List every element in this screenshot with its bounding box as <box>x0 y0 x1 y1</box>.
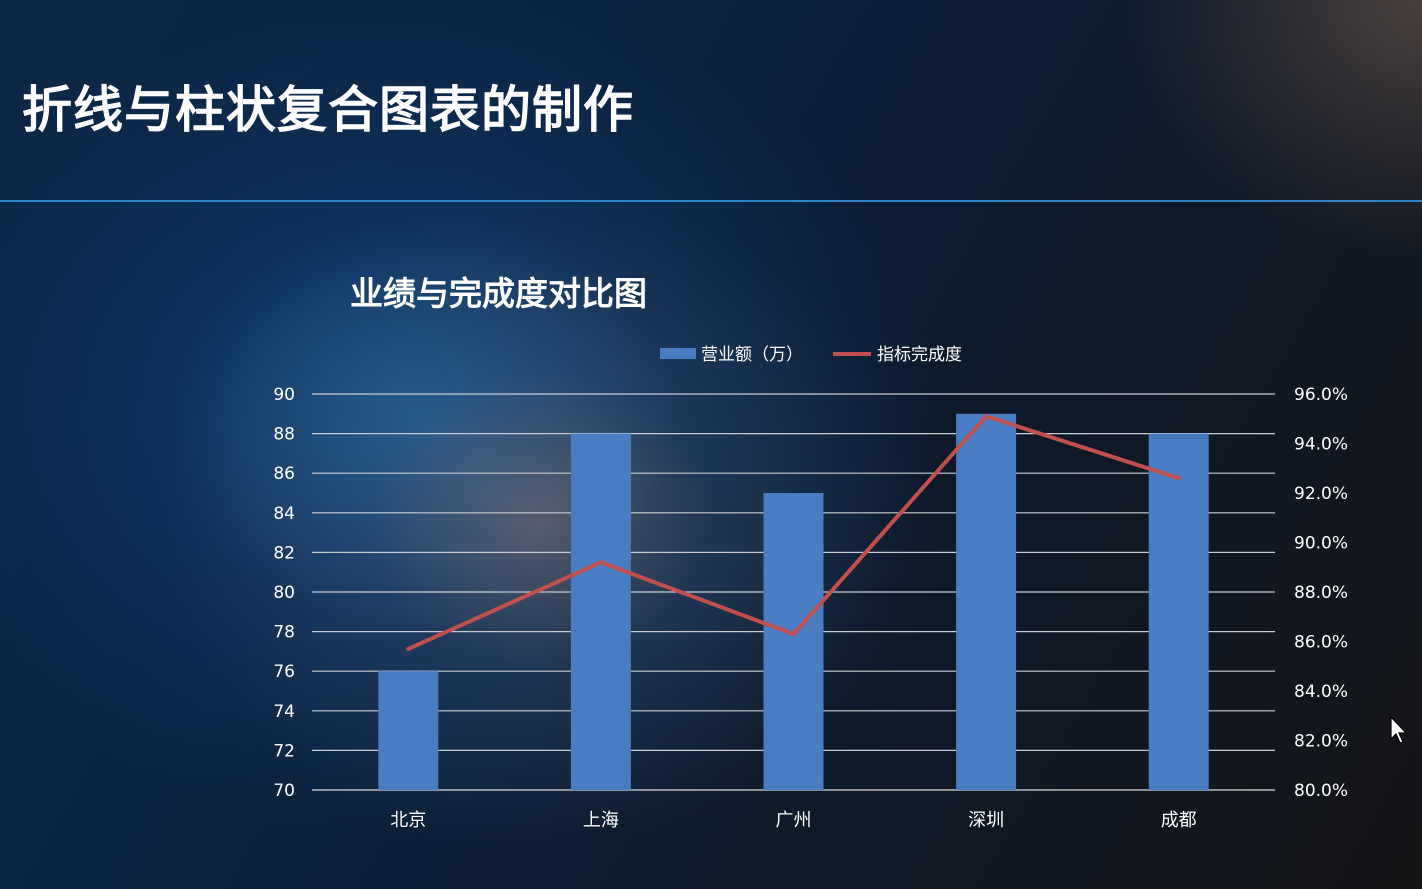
x-tick-label: 广州 <box>776 810 812 831</box>
legend: 营业额（万） 指标完成度 <box>660 345 962 365</box>
bar-上海 <box>570 433 631 790</box>
bar-北京 <box>378 671 439 790</box>
bar-广州 <box>763 493 824 790</box>
y-right-tick-label: 80.0% <box>1294 781 1348 801</box>
line-series <box>406 414 1181 651</box>
y-left-tick-label: 88 <box>273 425 295 445</box>
y-right-tick-label: 84.0% <box>1294 682 1348 702</box>
y-right-tick-label: 94.0% <box>1294 435 1348 455</box>
y-left-tick-label: 80 <box>273 583 295 603</box>
chart-title: 业绩与完成度对比图 <box>350 274 647 313</box>
line-point-上海 <box>600 561 602 563</box>
y-left-tick-label: 82 <box>273 543 295 563</box>
x-tick-label: 深圳 <box>968 810 1004 831</box>
bar-series <box>378 413 1209 790</box>
y-right-tick-label: 92.0% <box>1294 484 1348 504</box>
line-point-广州 <box>793 633 794 635</box>
bar-深圳 <box>956 413 1017 790</box>
line-point-成都 <box>1178 477 1180 479</box>
x-axis-ticks: 北京 上海 广州 深圳 成都 <box>390 810 1196 831</box>
legend-swatch-bar <box>660 348 696 359</box>
left-axis-ticks: 90 88 86 84 82 80 78 76 74 72 70 <box>273 385 295 801</box>
y-left-tick-label: 76 <box>273 662 295 682</box>
y-right-tick-label: 82.0% <box>1294 732 1348 752</box>
y-right-tick-label: 88.0% <box>1294 583 1348 603</box>
y-left-tick-label: 86 <box>273 464 295 484</box>
right-axis-ticks: 96.0% 94.0% 92.0% 90.0% 88.0% 86.0% 84.0% 82.0%… <box>1294 385 1348 801</box>
title-divider <box>0 200 1422 202</box>
y-left-tick-label: 84 <box>273 504 295 524</box>
mouse-cursor-icon <box>1390 715 1408 744</box>
line-point-北京 <box>407 648 409 650</box>
y-left-tick-label: 78 <box>273 623 295 643</box>
y-right-tick-label: 96.0% <box>1294 385 1348 405</box>
slide-title: 折线与柱状复合图表的制作 <box>22 81 634 139</box>
y-left-tick-label: 70 <box>273 781 295 801</box>
x-tick-label: 成都 <box>1161 810 1197 831</box>
x-tick-label: 上海 <box>583 810 619 831</box>
y-left-tick-label: 72 <box>273 741 295 761</box>
x-tick-label: 北京 <box>390 810 426 831</box>
y-left-tick-label: 74 <box>273 702 295 722</box>
y-left-tick-label: 90 <box>273 385 295 405</box>
y-right-tick-label: 90.0% <box>1294 534 1348 554</box>
legend-label-bar: 营业额（万） <box>701 345 803 365</box>
legend-label-line: 指标完成度 <box>877 345 962 365</box>
line-point-深圳 <box>985 415 987 417</box>
y-right-tick-label: 86.0% <box>1294 633 1348 653</box>
bar-成都 <box>1148 433 1209 790</box>
